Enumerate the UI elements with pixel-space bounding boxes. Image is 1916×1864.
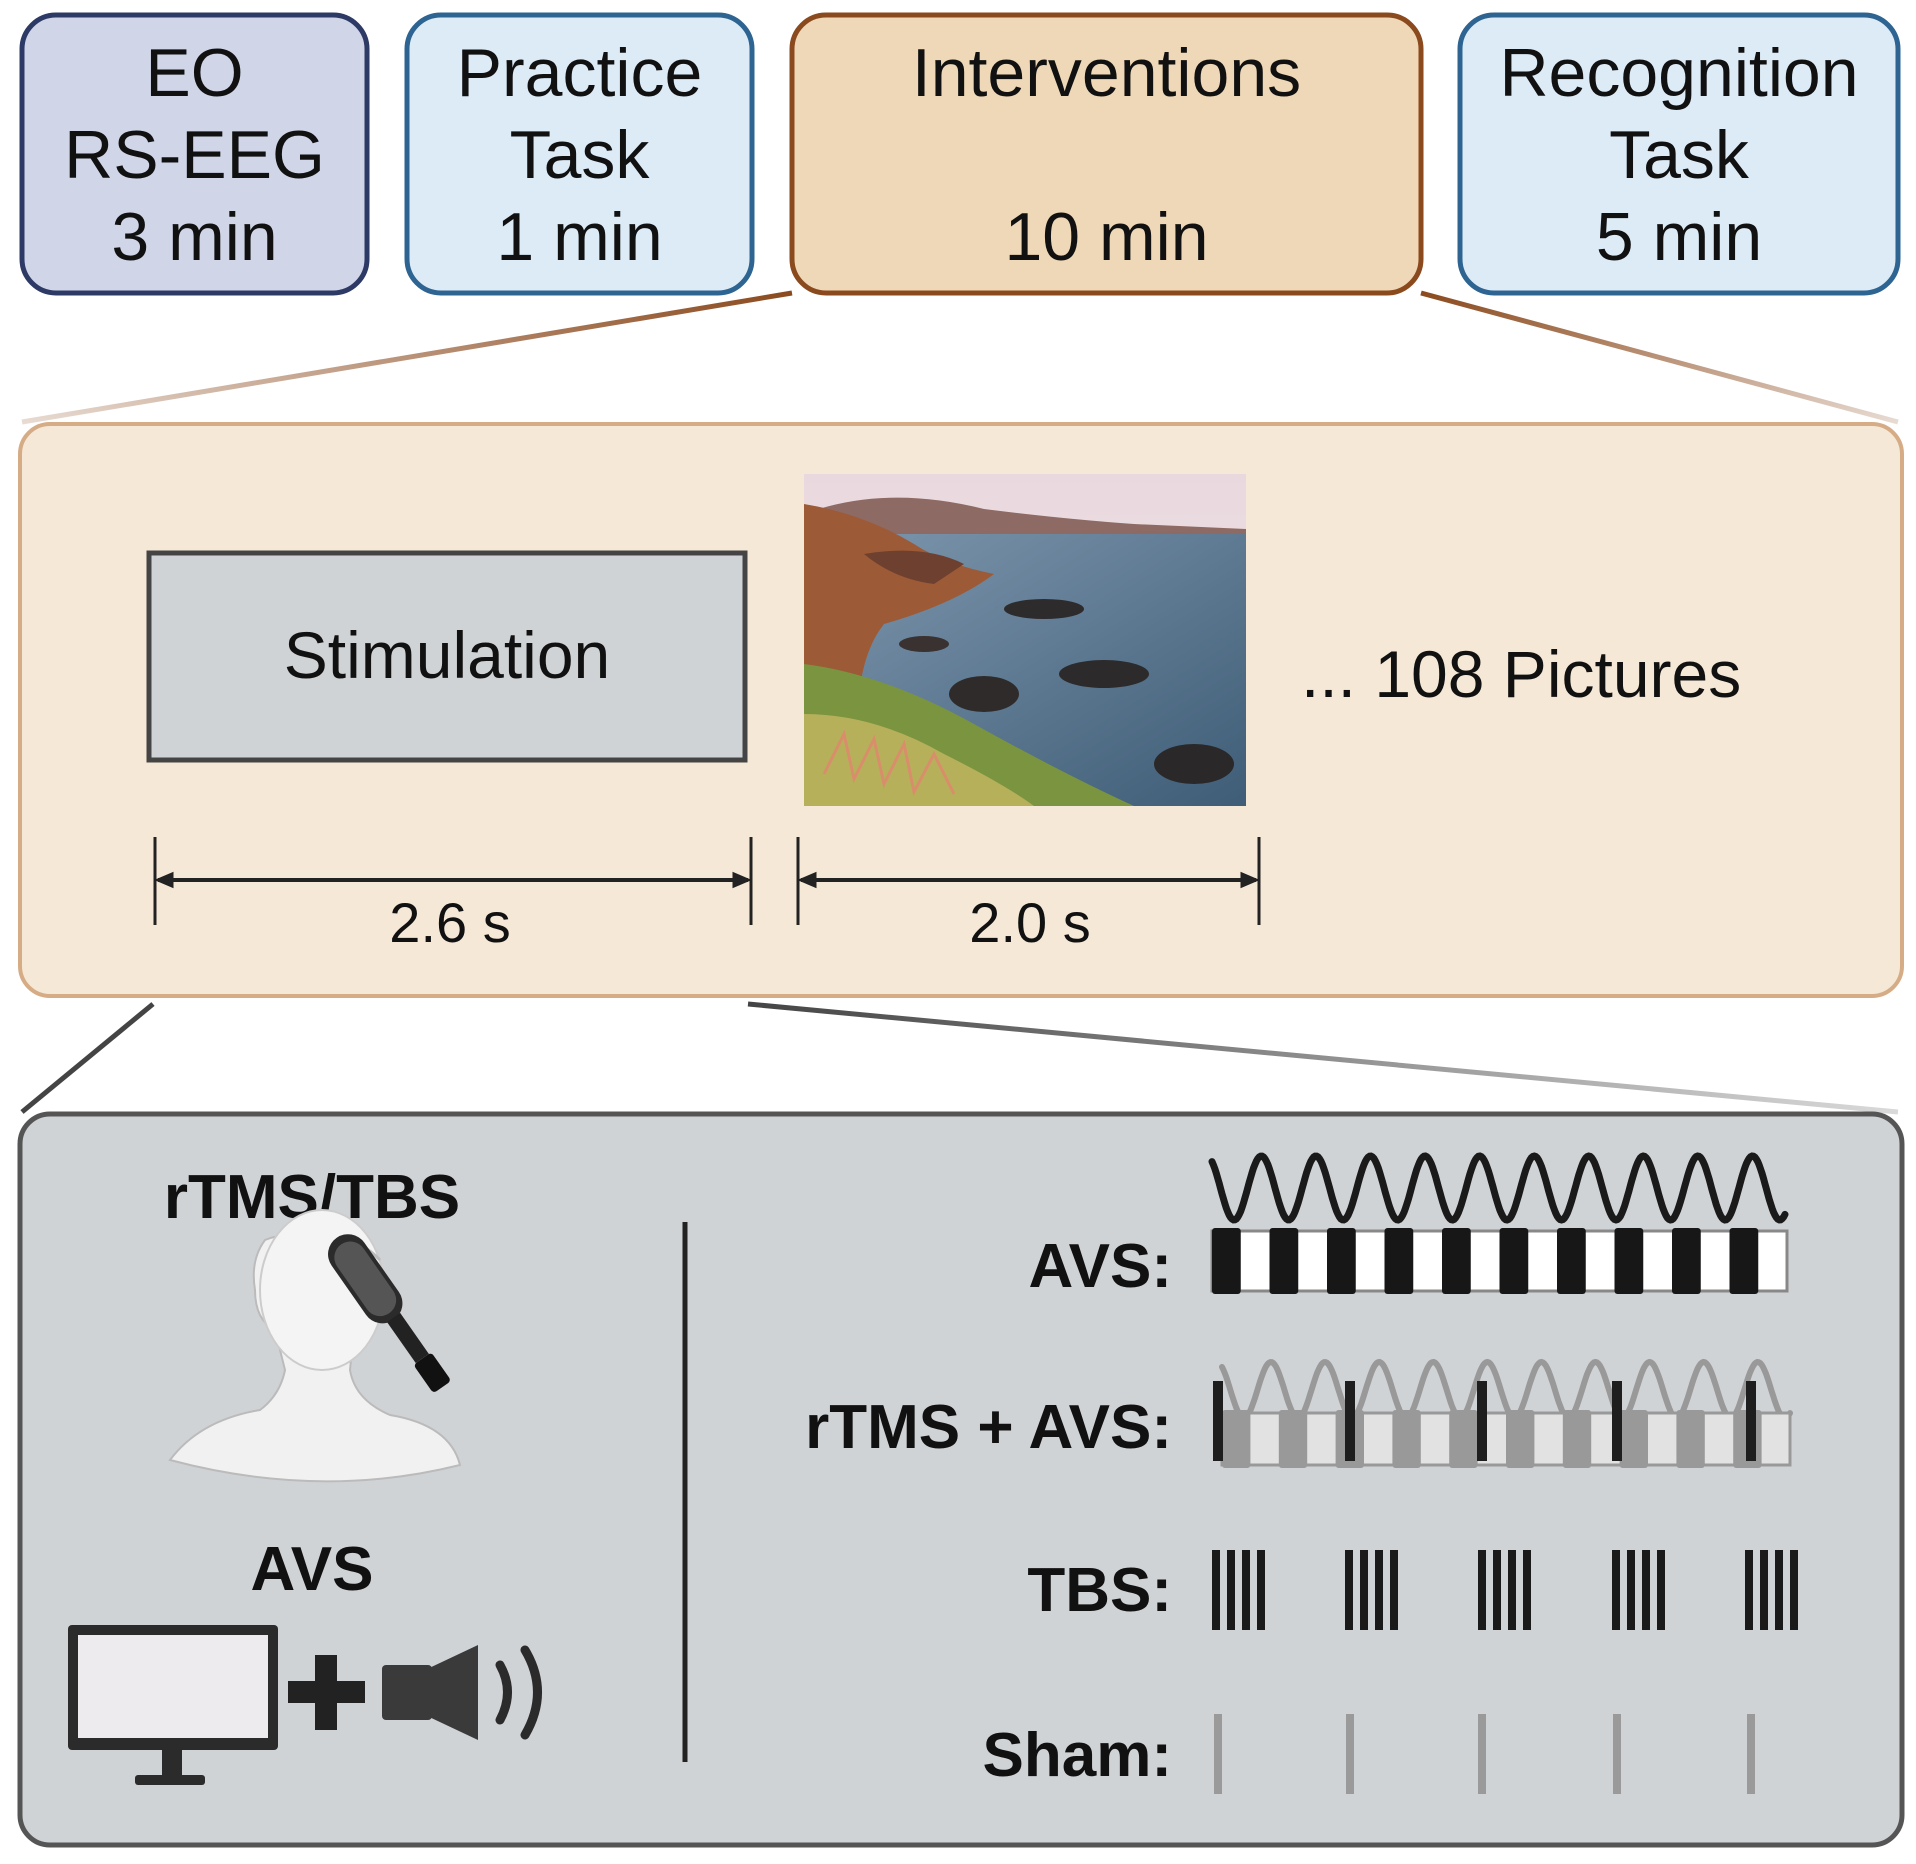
phase-box: Interventions 10 min xyxy=(789,12,1424,296)
phase-text: EO xyxy=(145,35,243,111)
conditions-panel xyxy=(17,1111,1905,1848)
tbs-pulse xyxy=(1790,1550,1798,1630)
flicker-on-block xyxy=(1729,1228,1759,1294)
sine-wave xyxy=(1208,1152,1789,1224)
tbs-pulse xyxy=(1612,1550,1620,1630)
stim-connector-left xyxy=(20,1002,155,1114)
sine-wave xyxy=(1219,1358,1793,1422)
stimulation-label: Stimulation xyxy=(284,618,611,692)
flicker-on-block xyxy=(1614,1228,1644,1294)
tms-pulse xyxy=(1612,1381,1622,1461)
tms-pulse xyxy=(1345,1381,1355,1461)
flicker-on-block xyxy=(1672,1228,1701,1294)
pictures-count-label: ... 108 Pictures xyxy=(1301,637,1741,711)
tbs-pulse xyxy=(1242,1550,1250,1630)
rtms-avs-signal xyxy=(1213,1358,1793,1468)
sham-row-label: Sham: xyxy=(983,1721,1172,1790)
sham-pulse xyxy=(1214,1714,1222,1794)
picture-duration-marker xyxy=(796,837,1261,925)
sham-pulse xyxy=(1478,1714,1486,1794)
phase-text: 5 min xyxy=(1596,199,1762,275)
coastal-picture xyxy=(804,474,1246,806)
tbs-pulse xyxy=(1642,1550,1650,1630)
flicker-on-block xyxy=(1676,1410,1705,1468)
flicker-on-block xyxy=(1384,1228,1414,1294)
sham-pulse xyxy=(1613,1714,1621,1794)
tbs-pulse xyxy=(1375,1550,1383,1630)
zoom-connector-right xyxy=(1420,290,1899,425)
tms-pulse xyxy=(1477,1381,1487,1461)
flicker-on-block xyxy=(1499,1228,1529,1294)
tbs-pulse xyxy=(1390,1550,1398,1630)
tbs-pulse xyxy=(1360,1550,1368,1630)
flicker-on-block xyxy=(1327,1228,1356,1294)
flicker-on-block xyxy=(1278,1410,1308,1468)
tms-pulse xyxy=(1746,1381,1756,1461)
sham-pulse xyxy=(1747,1714,1755,1794)
tbs-pulse xyxy=(1627,1550,1635,1630)
phase-text: Task xyxy=(510,117,651,193)
plus-icon xyxy=(288,1655,365,1730)
rtms-avs-row-label: rTMS + AVS: xyxy=(805,1393,1172,1462)
tbs-pulse xyxy=(1745,1550,1753,1630)
tbs-pulse xyxy=(1760,1550,1768,1630)
head-with-tms-coil-icon xyxy=(168,1209,462,1483)
tbs-pulse xyxy=(1257,1550,1265,1630)
phase-text: 1 min xyxy=(496,199,662,275)
phase-text: Practice xyxy=(457,35,703,111)
stimulation-duration: 2.6 s xyxy=(389,891,510,954)
stimulation-duration-marker xyxy=(153,837,753,925)
phase-text: Interventions xyxy=(912,35,1301,111)
picture-duration: 2.0 s xyxy=(969,891,1090,954)
avs-label: AVS xyxy=(251,1535,374,1604)
tbs-pulse xyxy=(1657,1550,1665,1630)
tbs-pulse xyxy=(1523,1550,1531,1630)
tbs-pulse xyxy=(1493,1550,1501,1630)
tbs-pulse xyxy=(1775,1550,1783,1630)
flicker-on-block xyxy=(1222,1410,1251,1468)
flicker-on-block xyxy=(1392,1410,1421,1468)
stimulation-box xyxy=(146,550,748,763)
zoom-connector-left xyxy=(21,290,793,425)
avs-signal xyxy=(1208,1152,1789,1294)
phase-text: Recognition xyxy=(1499,35,1858,111)
tbs-pulse xyxy=(1227,1550,1235,1630)
flicker-on-block xyxy=(1442,1228,1471,1294)
flicker-on-block xyxy=(1619,1410,1648,1468)
tbs-signal xyxy=(1212,1550,1798,1630)
tms-pulse xyxy=(1213,1381,1223,1461)
sham-signal xyxy=(1214,1714,1755,1794)
speaker-icon xyxy=(382,1645,542,1740)
flicker-on-block xyxy=(1506,1410,1535,1468)
tbs-pulse xyxy=(1345,1550,1353,1630)
monitor-icon xyxy=(68,1625,278,1785)
flicker-on-block xyxy=(1557,1228,1586,1294)
flicker-on-block xyxy=(1449,1410,1478,1468)
phase-text: Task xyxy=(1609,117,1750,193)
flicker-on-block xyxy=(1212,1228,1241,1294)
stim-connector-right xyxy=(747,1001,1899,1115)
avs-row-label: AVS: xyxy=(1028,1232,1172,1301)
tbs-row-label: TBS: xyxy=(1027,1556,1172,1625)
phase-text: RS-EEG xyxy=(64,117,325,193)
sham-pulse xyxy=(1346,1714,1354,1794)
tbs-pulse xyxy=(1478,1550,1486,1630)
flicker-on-block xyxy=(1269,1228,1299,1294)
phase-text: 3 min xyxy=(111,199,277,275)
tbs-pulse xyxy=(1212,1550,1220,1630)
flicker-on-block xyxy=(1562,1410,1592,1468)
phase-text: 10 min xyxy=(1004,199,1208,275)
tbs-pulse xyxy=(1508,1550,1516,1630)
